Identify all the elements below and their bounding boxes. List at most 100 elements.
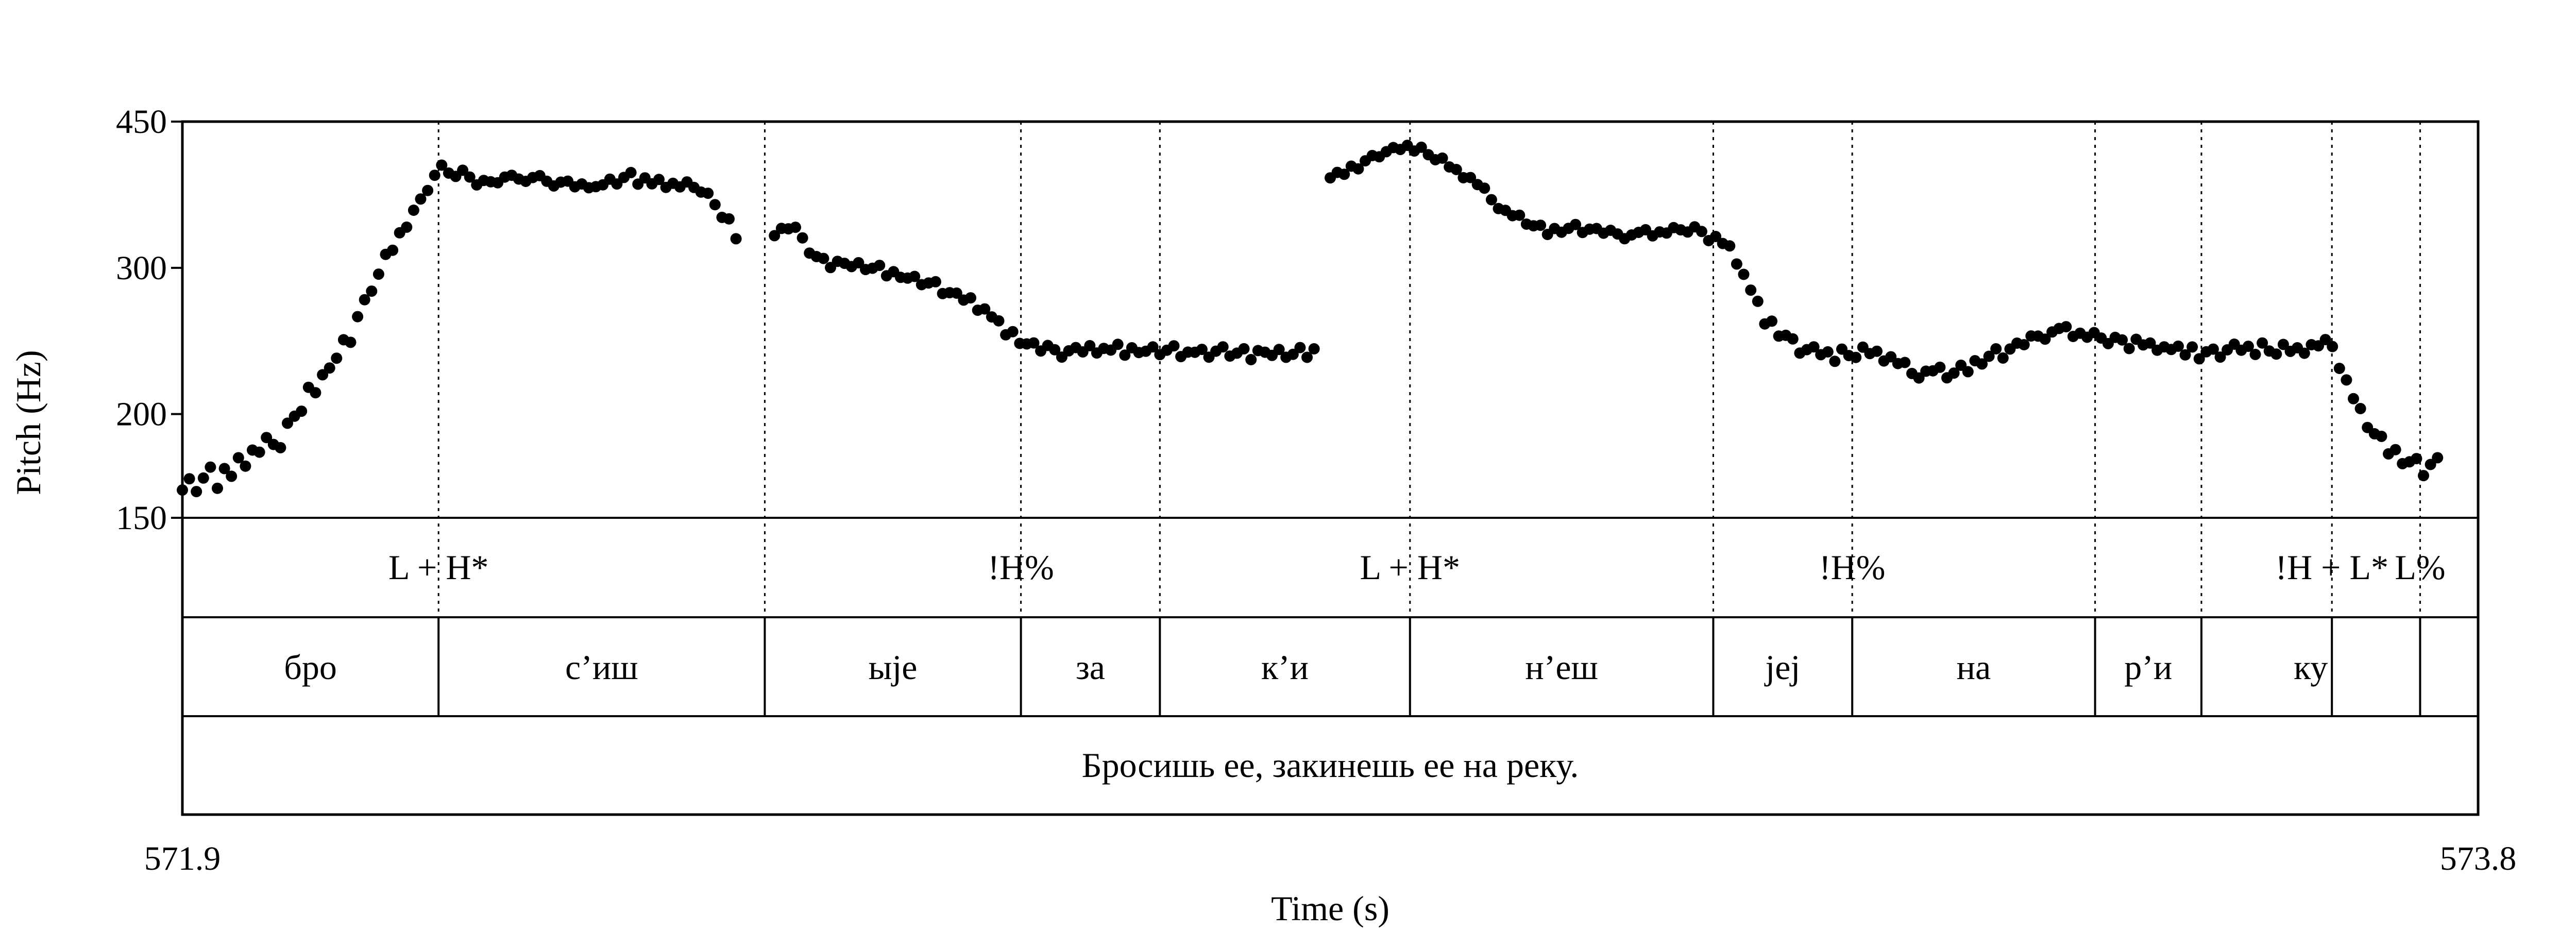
pitch-point (1294, 342, 1306, 353)
pitch-point (2179, 349, 2191, 361)
pitch-point (415, 193, 427, 205)
pitch-point (1147, 341, 1159, 353)
pitch-point (1049, 344, 1061, 356)
pitch-point (275, 442, 286, 453)
pitch-point (436, 159, 448, 171)
pitch-point (352, 311, 364, 323)
pitch-point (909, 270, 921, 282)
pitch-point (2172, 340, 2184, 352)
pitch-point (2018, 339, 2030, 350)
syllable-label: за (1076, 648, 1105, 687)
pitch-point (1766, 315, 1777, 327)
pitch-point (1465, 172, 1477, 183)
pitch-point (1217, 341, 1229, 353)
pitch-point (723, 213, 735, 225)
pitch-point (2214, 351, 2226, 363)
pitch-point (2418, 470, 2429, 482)
y-tick-label: 450 (116, 103, 167, 141)
pitch-point (310, 387, 321, 399)
pitch-point (1287, 348, 1299, 360)
pitch-point (2116, 334, 2128, 346)
pitch-point (1731, 258, 1742, 270)
pitch-point (1962, 366, 1974, 378)
pitch-point (1238, 343, 1250, 354)
y-tick-label: 300 (116, 249, 167, 287)
pitch-point (197, 472, 209, 484)
pitch-point (1738, 268, 1750, 280)
pitch-point (1983, 350, 1995, 362)
pitch-point (1338, 168, 1350, 180)
tone-tier: L + H* !H% L + H* !H% !H + L* L% (388, 548, 2446, 587)
pitch-point (1745, 284, 1757, 296)
pitch-point (1535, 219, 1547, 231)
pitch-point (1787, 333, 1799, 345)
pitch-point (422, 184, 434, 196)
pitch-point (1976, 358, 1988, 370)
pitch-point (226, 470, 238, 482)
tone-label: L% (2395, 548, 2445, 587)
pitch-point (625, 166, 637, 178)
syllable-label: ку (2294, 648, 2328, 687)
pitch-point (1028, 337, 1040, 349)
syllable-label: н’еш (1525, 648, 1598, 687)
pitch-point (1829, 356, 1841, 367)
pitch-point (2060, 321, 2072, 333)
pitch-point (1850, 351, 1862, 363)
pitch-point (429, 170, 440, 181)
pitch-point (930, 276, 941, 288)
pitch-point (232, 452, 244, 464)
pitch-point (2354, 403, 2366, 414)
pitch-point (240, 460, 251, 472)
pitch-point (2207, 343, 2219, 355)
y-axis-title: Pitch (Hz) (9, 350, 48, 495)
pitch-point (730, 233, 742, 245)
pitch-point (387, 244, 399, 256)
pitch-point (1871, 345, 1883, 357)
pitch-point (1948, 367, 1960, 379)
pitch-point (979, 303, 991, 315)
pitch-point (702, 188, 714, 199)
syllable-label: jеj (1764, 648, 1800, 687)
pitch-point (1710, 231, 1722, 242)
pitch-point (1112, 339, 1124, 350)
pitch-point (1885, 351, 1897, 363)
syllable-label: ыjе (869, 648, 918, 687)
pitch-point (1308, 343, 1320, 354)
pitch-point (296, 405, 308, 417)
pitch-point (261, 432, 273, 444)
pitch-point (2249, 348, 2261, 360)
pitch-point (2425, 459, 2436, 470)
y-tick-label: 200 (116, 396, 167, 433)
pitch-point (709, 199, 721, 211)
pitch-point (2333, 363, 2345, 374)
pitch-point (317, 369, 329, 381)
syllable-tier: бро с’иш ыjе за к’и н’еш jеj на р’и ку (284, 648, 2328, 687)
pitch-point (1352, 163, 1364, 175)
pitch-point (408, 205, 419, 216)
pitch-point (818, 252, 829, 264)
pitch-point (359, 294, 370, 306)
pitch-point (1934, 361, 1946, 373)
pitch-point (1301, 351, 1313, 363)
pitch-point (1168, 340, 1180, 352)
pitch-point (1119, 349, 1131, 361)
pitch-point (1913, 372, 1925, 384)
pitch-point (993, 315, 1005, 327)
pitch-point (2348, 393, 2359, 404)
syllable-label: к’и (1261, 648, 1309, 687)
pitch-point (2193, 353, 2205, 365)
pitch-point (1696, 226, 1707, 238)
pitch-point (2389, 444, 2401, 455)
pitch-point (874, 260, 886, 272)
pitch-point (796, 232, 808, 244)
pitch-point (183, 473, 195, 485)
pitch-point (1990, 343, 2002, 354)
tone-label: !H% (988, 548, 1054, 587)
sentence-label: Бросишь ее, закинешь ее на реку. (1082, 746, 1579, 785)
pitch-point (965, 292, 976, 304)
tone-label: !H% (1819, 548, 1885, 587)
pitch-point (2039, 333, 2051, 345)
pitch-point (212, 482, 223, 494)
pitch-points (177, 140, 2444, 498)
